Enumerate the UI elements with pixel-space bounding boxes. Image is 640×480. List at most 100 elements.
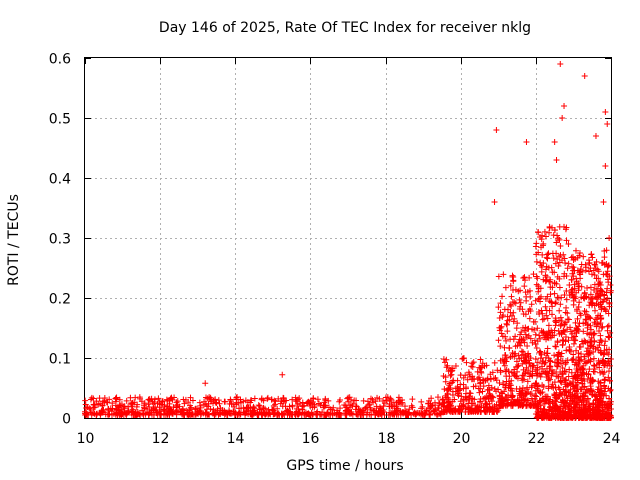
- data-point: [557, 322, 564, 329]
- data-point: [519, 384, 526, 391]
- data-point: [278, 410, 285, 417]
- data-point: [601, 377, 608, 384]
- data-point: [530, 362, 537, 369]
- data-point: [580, 366, 587, 373]
- data-point: [580, 320, 587, 327]
- data-point: [144, 409, 151, 416]
- data-point: [543, 254, 550, 261]
- y-tick-label: 0: [62, 412, 71, 428]
- data-point: [483, 362, 490, 369]
- data-point: [576, 249, 583, 256]
- data-point: [576, 299, 583, 306]
- data-point: [586, 347, 593, 354]
- data-point: [163, 409, 170, 416]
- data-point: [353, 397, 360, 404]
- data-point: [161, 406, 168, 413]
- data-point: [493, 408, 500, 415]
- data-point: [491, 359, 498, 366]
- data-point: [604, 268, 611, 275]
- data-points: [82, 61, 614, 421]
- data-point: [535, 288, 542, 295]
- data-point: [443, 364, 450, 371]
- data-point: [265, 406, 272, 413]
- data-point: [301, 402, 308, 409]
- data-point: [472, 383, 479, 390]
- data-point: [568, 369, 575, 376]
- data-point: [515, 362, 522, 369]
- data-point: [593, 275, 600, 282]
- data-point: [375, 411, 382, 418]
- data-point: [150, 400, 157, 407]
- data-point: [593, 258, 600, 265]
- data-point: [547, 284, 554, 291]
- data-point: [545, 322, 552, 329]
- data-point: [536, 371, 543, 378]
- data-point: [573, 414, 580, 421]
- data-point: [557, 243, 564, 250]
- data-point: [477, 385, 484, 392]
- data-point: [606, 378, 613, 385]
- data-point: [543, 277, 550, 284]
- data-point: [580, 328, 587, 335]
- data-point: [534, 275, 541, 282]
- data-point: [447, 372, 454, 379]
- data-point: [581, 406, 588, 413]
- data-point: [557, 390, 564, 397]
- data-point: [376, 404, 383, 411]
- data-point: [516, 296, 523, 303]
- data-point: [553, 239, 560, 246]
- data-point: [596, 280, 603, 287]
- data-point: [565, 241, 572, 248]
- data-point: [559, 115, 566, 121]
- data-point: [521, 339, 528, 346]
- data-point: [559, 364, 566, 371]
- data-point: [215, 411, 222, 418]
- data-point: [272, 401, 279, 408]
- data-point: [575, 394, 582, 401]
- data-point: [570, 264, 577, 271]
- data-point: [91, 402, 98, 409]
- data-point: [140, 411, 147, 418]
- data-point: [514, 375, 521, 382]
- data-point: [593, 393, 600, 400]
- data-point: [590, 362, 597, 369]
- data-point: [556, 284, 563, 291]
- data-point: [109, 400, 116, 407]
- data-point: [428, 402, 435, 409]
- data-point: [572, 333, 579, 340]
- data-point: [520, 376, 527, 383]
- data-point: [559, 375, 566, 382]
- data-point: [542, 295, 549, 302]
- data-point: [457, 398, 464, 405]
- data-point: [560, 337, 567, 344]
- data-point: [564, 402, 571, 409]
- data-point: [511, 371, 518, 378]
- x-tick-label: 12: [152, 431, 170, 447]
- data-point: [460, 355, 467, 362]
- data-point: [480, 404, 487, 411]
- data-point: [482, 408, 489, 415]
- data-point: [506, 373, 513, 380]
- data-point: [528, 395, 535, 402]
- data-point: [552, 343, 559, 350]
- data-point: [302, 409, 309, 416]
- data-point: [165, 405, 172, 412]
- data-point: [595, 401, 602, 408]
- data-point: [563, 304, 570, 311]
- data-point: [519, 372, 526, 379]
- data-point: [567, 324, 574, 331]
- data-point: [460, 402, 467, 409]
- data-point: [568, 276, 575, 283]
- data-point: [509, 299, 516, 306]
- data-point: [244, 399, 251, 406]
- data-point: [518, 335, 525, 342]
- data-point: [535, 283, 542, 290]
- data-point: [554, 363, 561, 370]
- data-point: [552, 317, 559, 324]
- data-point: [499, 400, 506, 407]
- data-point: [277, 400, 284, 407]
- data-point: [506, 316, 513, 323]
- data-point: [270, 402, 277, 409]
- data-point: [577, 275, 584, 282]
- data-point: [112, 402, 119, 409]
